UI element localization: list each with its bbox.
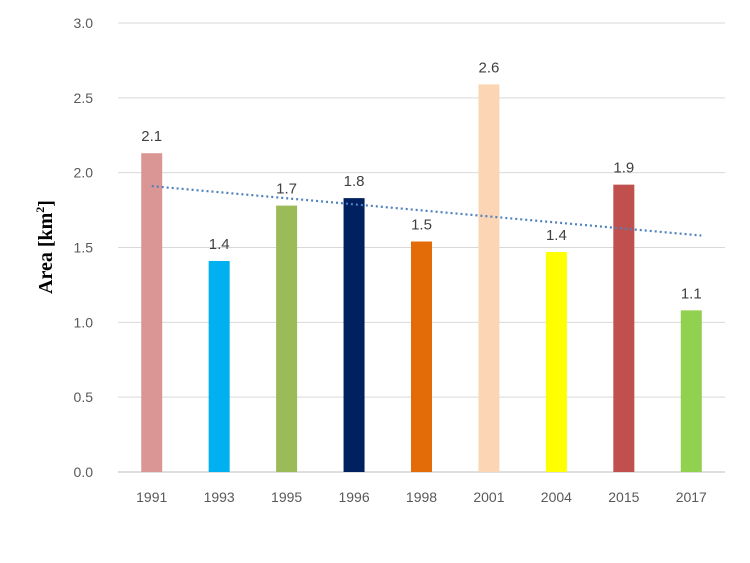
y-axis-label: Area [km2]	[33, 200, 57, 294]
data-label: 1.4	[209, 236, 230, 253]
data-label: 1.7	[276, 181, 297, 198]
bar-2015	[613, 184, 635, 472]
bar-1996	[343, 198, 365, 473]
bar-2017	[680, 310, 702, 472]
trendline	[151, 185, 702, 237]
x-tick-label: 1998	[406, 489, 437, 505]
y-tick-label: 1.5	[74, 240, 94, 256]
x-tick-label: 2004	[541, 489, 572, 505]
bar-1995	[276, 205, 298, 473]
data-label: 1.4	[546, 227, 567, 244]
y-tick-labels: 0.0 0.5 1.0 1.5 2.0 2.5 3.0	[74, 15, 94, 480]
y-tick-label: 3.0	[74, 15, 94, 31]
y-tick-label: 2.0	[74, 165, 94, 181]
bar-2004	[545, 251, 567, 472]
data-label: 1.1	[681, 285, 702, 302]
data-label: 1.5	[411, 217, 432, 234]
data-label: 1.8	[344, 173, 365, 190]
x-tick-label: 2001	[473, 489, 504, 505]
x-tick-label: 1996	[338, 489, 369, 505]
y-tick-label: 2.5	[74, 90, 94, 106]
x-tick-label: 2017	[676, 489, 707, 505]
bar-1993	[208, 260, 230, 472]
x-tick-label: 2015	[608, 489, 639, 505]
y-tick-label: 0.0	[74, 464, 94, 480]
bar-1991	[141, 153, 163, 472]
data-label: 2.1	[141, 128, 162, 145]
data-label: 1.9	[613, 160, 634, 177]
data-label: 2.6	[479, 59, 500, 76]
x-tick-label: 1991	[136, 489, 167, 505]
x-tick-label: 1995	[271, 489, 302, 505]
y-tick-label: 0.5	[74, 389, 94, 405]
bar-2001	[478, 84, 500, 472]
bar-1998	[411, 241, 432, 472]
bars	[141, 84, 702, 473]
y-tick-label: 1.0	[74, 314, 94, 330]
x-tick-labels: 1991 1993 1995 1996 1998 2001 2004 2015 2017	[136, 489, 707, 505]
trendline-group	[151, 185, 702, 237]
x-tick-label: 1993	[204, 489, 235, 505]
data-labels: 2.1 1.4 1.7 1.8 1.5 2.6 1.4 1.9 1.1	[141, 59, 701, 302]
